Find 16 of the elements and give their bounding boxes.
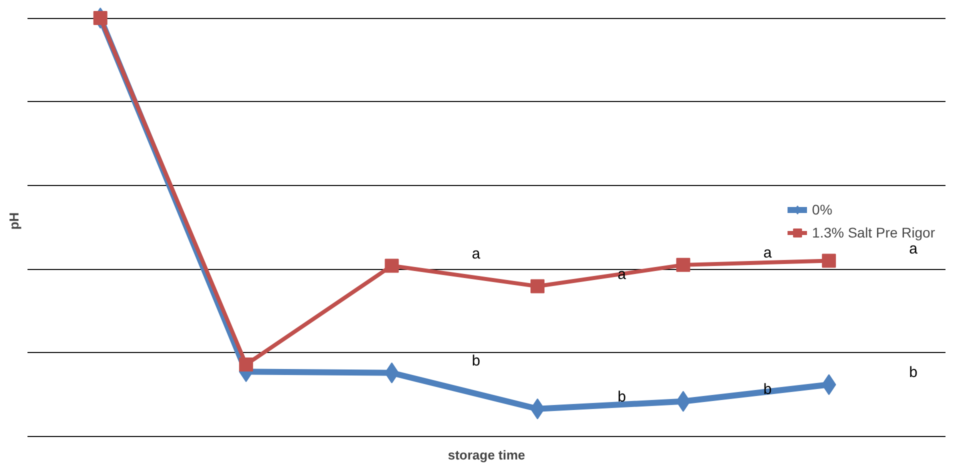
legend-label: 1.3% Salt Pre Rigor — [812, 224, 935, 240]
annotation: b — [472, 352, 480, 370]
point — [530, 279, 544, 294]
point — [239, 358, 254, 372]
y-axis-title: pH — [6, 212, 22, 230]
x-axis-title: storage time — [448, 448, 526, 462]
legend-label: 0% — [812, 201, 832, 217]
annotation: b — [909, 364, 918, 382]
annotation: b — [618, 388, 626, 406]
annotation: a — [909, 240, 918, 258]
point — [384, 258, 399, 273]
annotation: a — [472, 245, 481, 262]
point — [822, 254, 836, 268]
annotation: a — [763, 244, 772, 262]
point — [93, 11, 108, 26]
point — [676, 258, 690, 272]
